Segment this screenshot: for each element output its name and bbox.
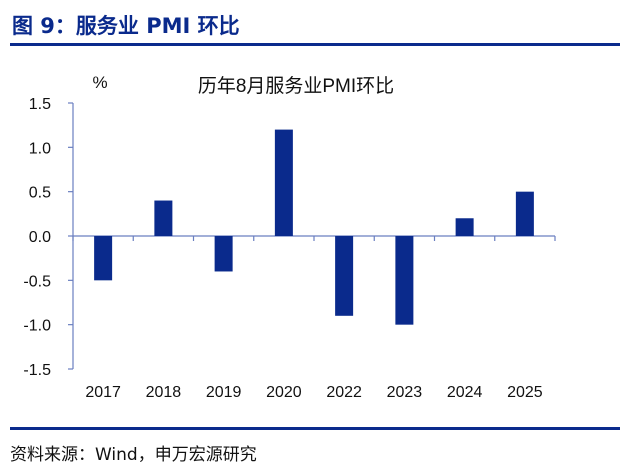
x-tick-labels: 2017 2018 2019 2020 2022 2023 2024 2025 xyxy=(85,384,542,401)
y-tick-label: 1.0 xyxy=(29,140,51,157)
bar-2019 xyxy=(214,236,233,272)
x-tick-label: 2020 xyxy=(266,384,302,401)
bar-2022 xyxy=(335,236,354,316)
bar-2020 xyxy=(274,129,293,236)
x-tick-label: 2023 xyxy=(387,384,423,401)
bar-2023 xyxy=(395,236,414,325)
source-divider xyxy=(10,427,620,430)
bar-2024 xyxy=(455,218,474,236)
bar-2018 xyxy=(154,200,173,236)
axes xyxy=(68,102,556,370)
title-divider xyxy=(10,43,620,46)
x-tick-label: 2025 xyxy=(507,384,543,401)
y-unit-label: % xyxy=(92,73,107,92)
figure-title: 图 9：服务业 PMI 环比 xyxy=(12,14,240,38)
x-tick-label: 2018 xyxy=(146,384,182,401)
y-tick-label: -0.5 xyxy=(23,273,51,290)
source-note: 资料来源：Wind，申万宏源研究 xyxy=(10,445,257,465)
x-tick-label: 2024 xyxy=(447,384,483,401)
y-tick-labels: 1.5 1.0 0.5 0.0 -0.5 -1.0 -1.5 xyxy=(23,96,51,379)
y-tick-label: -1.0 xyxy=(23,318,51,335)
bar-chart: % 历年8月服务业PMI环比 1.51.00.50.0-0.5-1.0-1.5 … xyxy=(23,73,556,401)
bar-2025 xyxy=(515,191,534,236)
x-tick-label: 2019 xyxy=(206,384,242,401)
y-tick-label: 1.5 xyxy=(29,96,51,113)
x-tick-label: 2022 xyxy=(326,384,362,401)
bars xyxy=(94,129,534,325)
y-tick-label: 0.5 xyxy=(29,185,51,202)
y-tick-label: -1.5 xyxy=(23,362,51,379)
x-tick-label: 2017 xyxy=(85,384,121,401)
bar-2017 xyxy=(94,236,113,281)
chart-title: 历年8月服务业PMI环比 xyxy=(198,75,394,97)
y-tick-label: 0.0 xyxy=(29,229,51,246)
